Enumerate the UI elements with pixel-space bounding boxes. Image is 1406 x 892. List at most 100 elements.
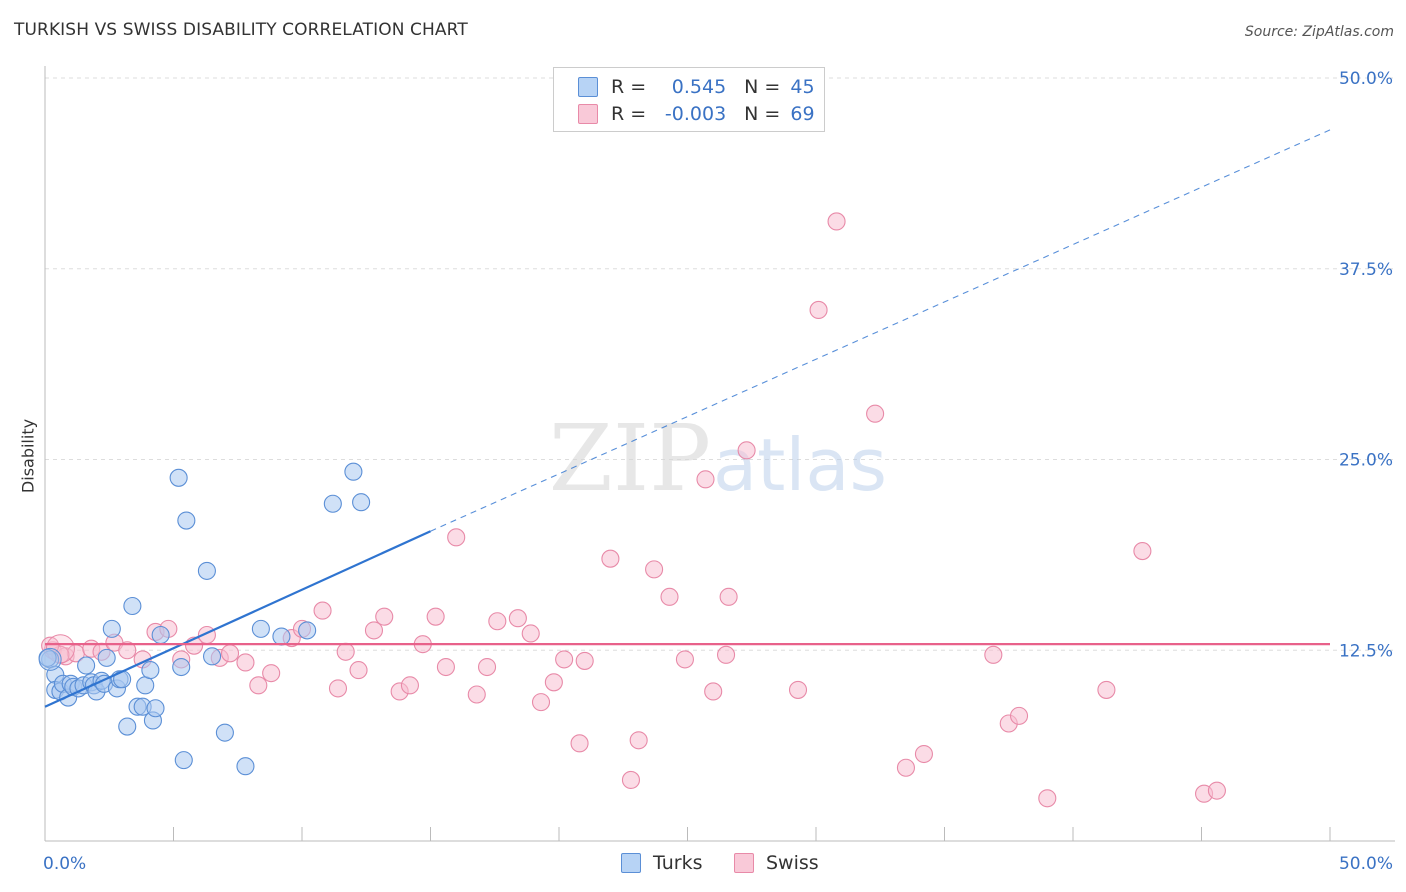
swiss-point [601, 549, 620, 568]
turks-point [77, 656, 96, 675]
legend-turks: Turks [621, 852, 702, 874]
swiss-point [575, 651, 594, 670]
swiss-point [447, 528, 466, 547]
turks-point [323, 494, 342, 513]
y-tick-label: 50.0% [1339, 69, 1393, 89]
swiss-n-value: 69 [790, 103, 815, 125]
swiss-point [1097, 680, 1116, 699]
swiss-point [364, 621, 384, 640]
legend-swiss-label: Swiss [766, 852, 819, 874]
turks-point [102, 619, 121, 638]
turks-trend-line [44, 530, 431, 708]
legend-row-turks: R = 0.545 N = 45 [578, 75, 815, 99]
swiss-point [531, 693, 551, 712]
swiss-point [914, 744, 933, 764]
legend-swiss-swatch [734, 853, 754, 873]
swiss-point [660, 587, 679, 606]
swiss-point [1133, 542, 1152, 561]
y-tick-label: 12.5% [1339, 641, 1393, 661]
swiss-point [716, 645, 736, 664]
swiss-point [400, 676, 419, 695]
swiss-point [488, 612, 507, 631]
turks-n-value: 45 [790, 76, 815, 98]
turks-point [272, 627, 291, 646]
legend-turks-swatch [621, 853, 641, 873]
grid-lines [45, 77, 1395, 651]
turks-point [203, 647, 222, 666]
turks-point [174, 751, 193, 770]
y-tick-label: 25.0% [1339, 451, 1393, 471]
trend-lines [44, 129, 1331, 708]
turks-point [172, 657, 191, 677]
swiss-point [467, 685, 486, 704]
swiss-point [570, 734, 589, 753]
source-credit: Source: ZipAtlas.com [1244, 24, 1394, 40]
legend-turks-label: Turks [653, 852, 703, 874]
watermark-zip: ZIP [549, 405, 711, 512]
swiss-point [1009, 706, 1029, 725]
swiss-point [1207, 781, 1226, 800]
swiss-point [555, 650, 574, 669]
turks-point [123, 596, 142, 616]
swiss-point [629, 731, 648, 750]
legend-row-swiss: R = -0.003 N = 69 [578, 102, 815, 126]
swiss-point [249, 676, 268, 695]
swiss-series [41, 212, 1226, 808]
turks-swatch [578, 77, 598, 97]
turks-point [151, 625, 170, 645]
swiss-point [737, 441, 756, 460]
swiss-point [236, 653, 255, 672]
swiss-point [262, 664, 281, 683]
axes [44, 66, 1395, 842]
swiss-swatch [578, 104, 598, 124]
swiss-point [426, 607, 445, 626]
swiss-point [1038, 789, 1057, 808]
swiss-point [866, 404, 885, 423]
swiss-point [675, 650, 694, 669]
x-tick-label: 0.0% [43, 854, 86, 874]
turks-point [352, 493, 371, 512]
turks-point [215, 723, 234, 742]
turks-n-label: N = [744, 76, 781, 98]
correlation-legend: R = 0.545 N = 45 R = -0.003 N = 69 [553, 67, 825, 132]
swiss-point [436, 657, 455, 677]
swiss-point [788, 680, 808, 699]
turks-point [97, 648, 116, 667]
swiss-point [375, 607, 394, 626]
swiss-point [521, 624, 540, 643]
swiss-r-label: R = [611, 103, 647, 125]
turks-point [136, 676, 155, 695]
swiss-point [336, 642, 355, 661]
swiss-point [719, 587, 738, 606]
turks-point [169, 468, 188, 487]
turks-point [177, 511, 196, 530]
turks-point [146, 699, 165, 718]
swiss-point [220, 644, 240, 663]
swiss-n-label: N = [744, 103, 781, 125]
swiss-point [477, 657, 497, 677]
turks-point [298, 621, 317, 640]
swiss-point [313, 601, 332, 620]
chart-title: TURKISH VS SWISS DISABILITY CORRELATION … [14, 20, 468, 40]
swiss-point [328, 679, 348, 698]
swiss-point [896, 758, 916, 777]
turks-point [236, 757, 255, 776]
turks-point [118, 717, 137, 736]
watermark-atlas: atlas [713, 423, 887, 507]
swiss-point [118, 641, 137, 660]
swiss-r-value: -0.003 [664, 103, 727, 125]
swiss-point [508, 609, 527, 628]
swiss-point [696, 470, 715, 489]
legend-swiss: Swiss [734, 852, 819, 874]
turks-series [38, 462, 371, 776]
swiss-point [827, 212, 846, 231]
swiss-point [349, 661, 368, 680]
y-tick-label: 37.5% [1339, 260, 1393, 280]
swiss-point [809, 300, 828, 320]
turks-point [38, 647, 62, 671]
tick-labels: 12.5% 25.0% 37.5% 50.0% 0.0% 50.0% [43, 69, 1393, 874]
turks-r-value: 0.545 [671, 76, 727, 98]
turks-point [344, 462, 363, 481]
x-tick-label: 50.0% [1339, 854, 1393, 874]
